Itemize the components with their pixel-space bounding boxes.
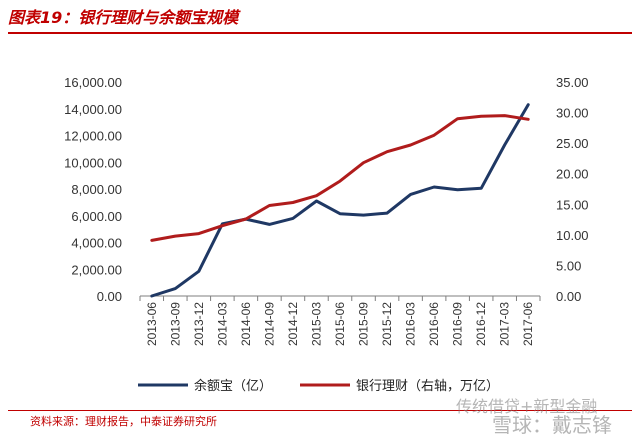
y-left-tick-label: 16,000.00: [64, 75, 122, 90]
y-left-tick-label: 6,000.00: [71, 209, 122, 224]
y-left-tick-label: 8,000.00: [71, 182, 122, 197]
y-left-tick-label: 14,000.00: [64, 102, 122, 117]
y-right-tick-label: 30.00: [556, 106, 589, 121]
x-tick-label: 2015-03: [309, 302, 323, 346]
x-tick-label: 2013-09: [168, 302, 182, 346]
legend-item-wealth-label: 银行理财（右轴，万亿）: [356, 379, 499, 394]
x-tick-label: 2017-06: [521, 302, 535, 346]
y-left-tick-label: 2,000.00: [71, 262, 122, 277]
watermark-line2: 雪球：戴志锋: [492, 413, 612, 437]
x-tick-label: 2015-09: [357, 302, 371, 346]
x-tick-label: 2017-03: [498, 302, 512, 346]
x-tick-label: 2016-03: [404, 302, 418, 346]
figure-number: 19：: [40, 8, 79, 27]
x-tick-label: 2016-12: [474, 302, 488, 346]
y-left-tick-label: 4,000.00: [71, 236, 122, 251]
x-tick-label: 2014-03: [215, 302, 229, 346]
x-tick-label: 2013-06: [145, 302, 159, 346]
x-tick-label: 2014-06: [239, 302, 253, 346]
y-left-tick-label: 12,000.00: [64, 129, 122, 144]
y-right-tick-label: 0.00: [556, 289, 581, 304]
watermark: 传统借贷+新型金融 雪球：戴志锋: [456, 397, 612, 437]
x-tick-label: 2016-06: [427, 302, 441, 346]
x-tick-label: 2014-12: [286, 302, 300, 346]
chart-axes: 2013-06 2013-09 2013-12 2014-03 2014-06 2014-…: [64, 75, 588, 346]
x-tick-label: 2016-09: [451, 302, 465, 346]
legend-item-yuebao-label: 余额宝（亿）: [194, 378, 272, 394]
x-tick-label: 2013-12: [192, 302, 206, 346]
figure-title: 图表19：银行理财与余额宝规模: [8, 6, 632, 34]
x-tick-label: 2015-06: [333, 302, 347, 346]
series-line-wealth: [150, 114, 530, 242]
watermark-line1: 传统借贷+新型金融: [456, 397, 598, 416]
x-tick-label: 2014-09: [262, 302, 276, 346]
chart: 2013-06 2013-09 2013-12 2014-03 2014-06 2014-…: [64, 75, 588, 394]
y-left-tick-label: 10,000.00: [64, 155, 122, 170]
y-left-tick-label: 0.00: [97, 289, 122, 304]
y-right-tick-label: 20.00: [556, 167, 589, 182]
source-divider: [8, 410, 632, 411]
series-line-yuebao: [150, 103, 530, 298]
y-right-tick-label: 25.00: [556, 136, 589, 151]
y-right-tick-label: 10.00: [556, 228, 589, 243]
chart-lines: [150, 103, 530, 298]
y-right-tick-label: 5.00: [556, 258, 581, 273]
x-tick-label: 2015-12: [380, 302, 394, 346]
source-note: 资料来源：理财报告，中泰证券研究所: [30, 415, 217, 428]
chart-legend: 余额宝（亿） 银行理财（右轴，万亿）: [138, 378, 499, 394]
figure-title-text: 银行理财与余额宝规模: [78, 8, 239, 27]
y-right-tick-label: 15.00: [556, 197, 589, 212]
figure-label: 图表: [8, 8, 41, 27]
y-right-tick-label: 35.00: [556, 75, 589, 90]
